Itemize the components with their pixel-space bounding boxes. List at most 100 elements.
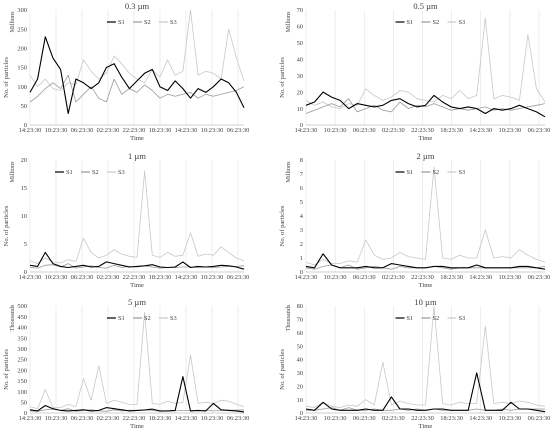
y-tick-label: 8 bbox=[300, 157, 303, 164]
y-tick-label: 350 bbox=[17, 335, 27, 342]
series-line-S3 bbox=[29, 9, 245, 91]
series-line-S3 bbox=[305, 305, 546, 409]
chart-title: 1 µm bbox=[128, 151, 146, 161]
x-tick-label: 10:23:30 bbox=[324, 415, 347, 422]
y-tick-label: 0 bbox=[300, 122, 303, 129]
y-tick-label: 5 bbox=[300, 199, 303, 206]
y-axis-label: No. of particles bbox=[279, 349, 286, 390]
legend-label: S1 bbox=[407, 169, 414, 176]
chart-title: 0.3 µm bbox=[125, 1, 150, 11]
series-line-S3 bbox=[29, 311, 245, 410]
y-axis-label: No. of particles bbox=[3, 349, 10, 390]
x-tick-label: 06:23:30 bbox=[353, 274, 376, 281]
legend-label: S3 bbox=[170, 19, 177, 26]
y-tick-label: 400 bbox=[17, 325, 27, 332]
y-tick-label: 30 bbox=[297, 370, 303, 377]
y-tick-label: 10 bbox=[21, 213, 27, 220]
unit-label: Millions bbox=[285, 161, 292, 183]
unit-label: Millions bbox=[9, 11, 16, 33]
x-axis-label: Time bbox=[419, 282, 433, 289]
x-tick-label: 02:23:30 bbox=[382, 127, 405, 134]
x-tick-label: 10:23:30 bbox=[499, 127, 522, 134]
unit-label: Thousands bbox=[285, 304, 292, 331]
x-tick-label: 06:23:30 bbox=[227, 127, 250, 134]
y-tick-label: 20 bbox=[297, 383, 303, 390]
x-tick-label: 14:23:30 bbox=[19, 127, 42, 134]
y-tick-label: 1 bbox=[300, 255, 303, 262]
y-tick-label: 0 bbox=[24, 269, 27, 276]
y-tick-label: 30 bbox=[297, 73, 303, 80]
x-tick-label: 18:23:30 bbox=[149, 415, 172, 422]
y-tick-label: 40 bbox=[297, 56, 303, 63]
y-tick-label: 4 bbox=[300, 213, 304, 220]
y-tick-label: 0 bbox=[300, 410, 303, 417]
chart-panel-0: 14:23:30 10:23:30 06:23:30 02:23:30 22:23:30… bbox=[3, 1, 249, 142]
x-tick-label: 10:23:30 bbox=[45, 415, 68, 422]
legend-label: S2 bbox=[433, 169, 440, 176]
y-tick-label: 6 bbox=[300, 185, 303, 192]
x-tick-label: 14:23:30 bbox=[175, 415, 198, 422]
chart-title: 10 µm bbox=[414, 297, 437, 307]
chart-title: 5 µm bbox=[128, 297, 146, 307]
x-axis-label: Time bbox=[419, 423, 433, 430]
y-tick-label: 10 bbox=[297, 106, 303, 113]
x-tick-label: 10:23:30 bbox=[324, 274, 347, 281]
y-tick-label: 200 bbox=[17, 367, 27, 374]
x-tick-label: 06:23:30 bbox=[528, 274, 550, 281]
y-tick-label: 250 bbox=[17, 26, 27, 33]
x-tick-label: 18:23:30 bbox=[149, 127, 172, 134]
series-line-S1 bbox=[305, 253, 546, 270]
y-tick-label: 0 bbox=[24, 122, 27, 129]
y-tick-label: 250 bbox=[17, 357, 27, 364]
chart-panel-1: 14:23:30 10:23:30 06:23:30 02:23:30 22:23:30… bbox=[279, 1, 550, 142]
x-tick-label: 18:23:30 bbox=[440, 415, 463, 422]
y-axis-label: No. of particles bbox=[279, 205, 286, 246]
y-tick-label: 3 bbox=[300, 227, 303, 234]
x-tick-label: 22:23:30 bbox=[123, 415, 146, 422]
y-tick-label: 50 bbox=[21, 103, 27, 110]
chart-panel-3: 14:23:30 10:23:30 06:23:30 02:23:30 22:23:30… bbox=[279, 151, 550, 289]
x-tick-label: 10:23:30 bbox=[45, 127, 68, 134]
y-tick-label: 150 bbox=[17, 65, 27, 72]
x-tick-label: 22:23:30 bbox=[411, 127, 434, 134]
y-tick-label: 80 bbox=[297, 303, 303, 310]
chart-title: 0.5 µm bbox=[413, 1, 438, 11]
y-tick-label: 50 bbox=[297, 40, 303, 47]
series-line-S2 bbox=[305, 264, 546, 270]
legend-label: S3 bbox=[459, 19, 466, 26]
y-tick-label: 7 bbox=[300, 171, 304, 178]
legend-label: S2 bbox=[144, 315, 151, 322]
series-line-S2 bbox=[305, 98, 546, 114]
x-tick-label: 18:23:30 bbox=[440, 274, 463, 281]
x-tick-label: 06:23:30 bbox=[528, 127, 550, 134]
x-tick-label: 14:23:30 bbox=[469, 415, 492, 422]
legend-label: S1 bbox=[407, 315, 414, 322]
series-line-S1 bbox=[305, 372, 546, 413]
series-line-S3 bbox=[305, 166, 546, 266]
y-tick-label: 60 bbox=[297, 330, 303, 337]
series-line-S1 bbox=[29, 36, 245, 115]
legend-label: S3 bbox=[459, 315, 466, 322]
x-tick-label: 02:23:30 bbox=[382, 274, 405, 281]
x-tick-label: 14:23:30 bbox=[19, 415, 42, 422]
y-tick-label: 50 bbox=[297, 343, 303, 350]
y-tick-label: 200 bbox=[17, 46, 27, 53]
legend-label: S1 bbox=[66, 169, 73, 176]
x-tick-label: 18:23:30 bbox=[149, 274, 172, 281]
x-axis-label: Time bbox=[130, 282, 144, 289]
y-tick-label: 10 bbox=[297, 397, 303, 404]
y-tick-label: 450 bbox=[17, 314, 27, 321]
legend-label: S2 bbox=[144, 19, 151, 26]
unit-label: Thousands bbox=[9, 304, 16, 331]
x-tick-label: 02:23:30 bbox=[97, 274, 120, 281]
x-tick-label: 06:23:30 bbox=[353, 127, 376, 134]
y-tick-label: 300 bbox=[17, 346, 27, 353]
x-tick-label: 10:23:30 bbox=[324, 127, 347, 134]
x-axis-label: Time bbox=[130, 135, 144, 142]
legend-label: S3 bbox=[170, 315, 177, 322]
legend-label: S1 bbox=[407, 19, 414, 26]
x-axis-label: Time bbox=[130, 423, 144, 430]
unit-label: Millions bbox=[9, 161, 16, 183]
x-tick-label: 22:23:30 bbox=[123, 274, 146, 281]
legend-label: S1 bbox=[118, 315, 125, 322]
